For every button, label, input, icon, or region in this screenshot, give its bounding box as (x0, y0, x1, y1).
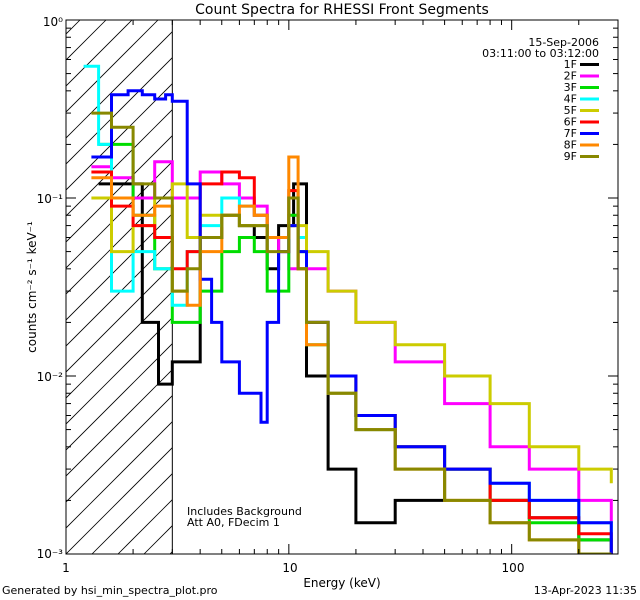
legend-label: 5F (564, 104, 577, 117)
y-tick-label: 10⁻² (37, 370, 64, 384)
x-axis-tick-labels: 1 10 100 (62, 561, 524, 575)
series-line-4F (83, 64, 613, 554)
legend-label: 3F (564, 81, 577, 94)
y-tick-label: 10⁻¹ (37, 192, 64, 206)
plot-frame (65, 19, 619, 555)
legend-label: 6F (564, 116, 577, 129)
series-line-5F (91, 182, 613, 484)
series-line-7F (91, 89, 613, 554)
y-tick-label: 10⁰ (43, 15, 63, 29)
x-tick-label: 100 (502, 561, 525, 575)
legend-label: 8F (564, 139, 577, 152)
legend-label: 4F (564, 93, 577, 106)
series-layer (83, 64, 613, 554)
x-axis-label: Energy (keV) (303, 576, 380, 590)
chart-title: Count Spectra for RHESSI Front Segments (195, 2, 489, 18)
background-note: Includes Background (187, 505, 302, 518)
generated-by-footer: Generated by hsi_min_spectra_plot.pro (2, 584, 218, 597)
plot-notes: Includes Background Att A0, FDecim 1 (187, 505, 302, 529)
observation-info: 15-Sep-2006 03:11:00 to 03:12:00 (482, 36, 599, 60)
hatched-region (66, 20, 173, 554)
series-line-9F (91, 111, 612, 554)
observation-time-range: 03:11:00 to 03:12:00 (482, 47, 599, 60)
observation-date: 15-Sep-2006 (528, 36, 599, 49)
legend-label: 2F (564, 70, 577, 83)
attenuator-note: Att A0, FDecim 1 (187, 516, 280, 529)
x-tick-label: 1 (62, 561, 70, 575)
series-line-6F (91, 170, 613, 554)
legend-label: 9F (564, 150, 577, 163)
x-tick-label: 10 (282, 561, 297, 575)
legend-label: 1F (564, 58, 577, 71)
legend-label: 7F (564, 127, 577, 140)
y-axis-label: counts cm⁻² s⁻¹ keV⁻¹ (25, 221, 39, 353)
y-tick-label: 10⁻³ (37, 547, 64, 561)
axis-ticks (65, 19, 619, 555)
series-line-1F (98, 182, 613, 554)
timestamp-footer: 13-Apr-2023 11:35 (534, 584, 637, 597)
y-axis-tick-labels: 10⁰ 10⁻¹ 10⁻² 10⁻³ (37, 15, 64, 561)
